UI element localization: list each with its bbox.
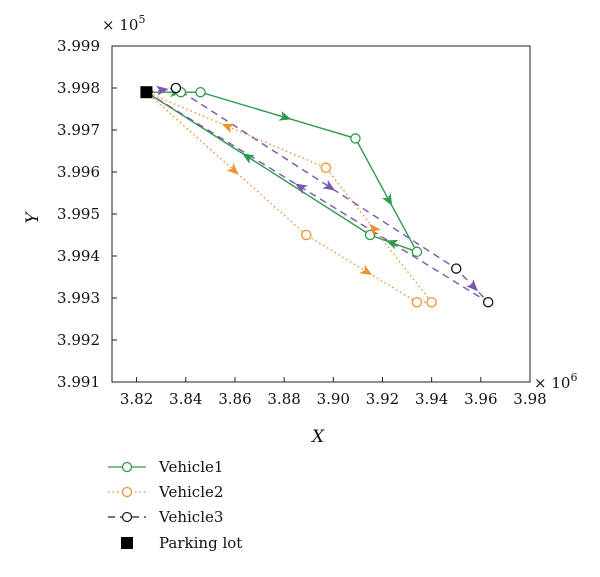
axis-ticks: 3.82 3.84 3.86 3.88 3.90 3.92 3.94 3.96 3.98 3.99… xyxy=(57,37,547,408)
y-tick-label: 3.992 xyxy=(57,331,100,349)
y-tick-label: 3.993 xyxy=(57,289,100,307)
legend-label-vehicle2: Vehicle2 xyxy=(158,483,223,501)
legend-item-vehicle2: Vehicle2 xyxy=(108,483,223,501)
vehicle2-stop-marker xyxy=(300,229,312,241)
legend: Vehicle1 Vehicle2 Vehicle3 Parking lot xyxy=(108,458,242,552)
y-tick-label: 3.998 xyxy=(57,79,100,97)
y-multiplier-label: × 105 xyxy=(102,13,145,34)
y-tick-label: 3.991 xyxy=(57,373,100,391)
vehicle1-direction-arrow xyxy=(381,193,393,207)
y-axis-title: Y xyxy=(23,211,43,224)
vehicle2-route xyxy=(145,91,434,303)
vehicle2-direction-arrow xyxy=(226,163,239,175)
x-tick-label: 3.94 xyxy=(415,390,448,408)
vehicle3-stop-marker xyxy=(482,296,494,308)
x-tick-label: 3.86 xyxy=(218,390,251,408)
vehicle1-stop-marker xyxy=(411,246,423,258)
y-tick-label: 3.997 xyxy=(57,121,100,139)
vehicle3-direction-arrow xyxy=(156,85,169,96)
vehicle2-direction-arrow xyxy=(369,223,382,237)
y-tick-label: 3.999 xyxy=(57,37,100,55)
x-tick-label: 3.88 xyxy=(267,390,300,408)
vehicle1-direction-arrow xyxy=(385,239,399,250)
legend-item-vehicle3: Vehicle3 xyxy=(108,508,223,526)
vehicle1-direction-arrow xyxy=(242,153,255,164)
vehicle2-direction-arrow xyxy=(221,123,235,134)
vehicle3-route xyxy=(146,87,489,303)
vehicle3-stop-marker xyxy=(450,263,462,274)
y-tick-label: 3.996 xyxy=(57,163,100,181)
vehicle1-stop-marker xyxy=(195,86,206,98)
legend-label-vehicle1: Vehicle1 xyxy=(158,458,223,476)
vehicle3-direction-arrow xyxy=(322,179,336,191)
vehicle2-stop-marker xyxy=(411,296,423,308)
x-tick-label: 3.92 xyxy=(366,390,399,408)
x-axis-title: X xyxy=(310,427,325,447)
y-tick-label: 3.995 xyxy=(57,205,100,223)
arrow-layer xyxy=(140,82,494,308)
vehicle2-direction-arrow xyxy=(359,264,373,276)
series-layer xyxy=(145,87,489,303)
x-multiplier-label: × 106 xyxy=(534,371,577,392)
x-tick-label: 3.98 xyxy=(513,390,546,408)
vehicle1-route xyxy=(146,91,419,254)
x-tick-label: 3.90 xyxy=(317,390,350,408)
x-tick-label: 3.82 xyxy=(120,390,153,408)
parking-lot-marker xyxy=(140,86,153,99)
legend-label-parking-lot: Parking lot xyxy=(159,534,242,552)
legend-item-parking-lot: Parking lot xyxy=(121,534,242,552)
legend-label-vehicle3: Vehicle3 xyxy=(158,508,223,526)
vehicle2-stop-marker xyxy=(320,162,332,174)
vehicle2-stop-marker xyxy=(426,296,437,308)
vehicle3-stop-marker xyxy=(170,82,182,94)
vehicle3-direction-arrow xyxy=(295,183,308,195)
y-tick-label: 3.994 xyxy=(57,247,100,265)
legend-item-vehicle1: Vehicle1 xyxy=(108,458,223,476)
x-tick-label: 3.96 xyxy=(464,390,497,408)
vehicle1-stop-marker xyxy=(350,133,361,144)
x-tick-label: 3.84 xyxy=(169,390,202,408)
vehicle1-direction-arrow xyxy=(278,111,292,121)
plot-frame xyxy=(111,45,531,383)
vehicle3-direction-arrow xyxy=(466,279,478,292)
